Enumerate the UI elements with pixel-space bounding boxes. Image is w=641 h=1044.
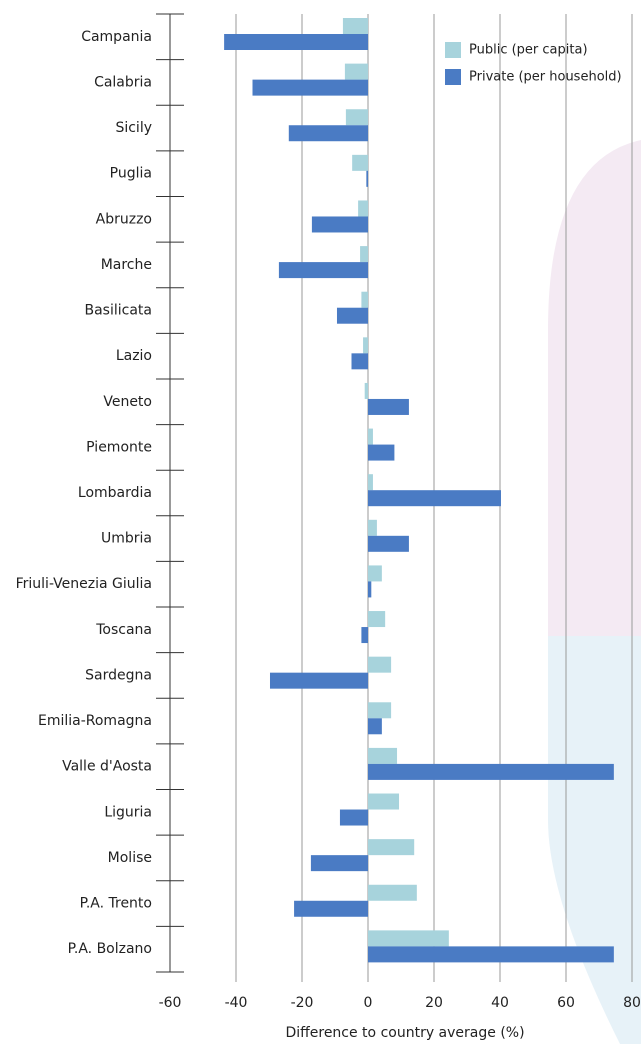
background-shape xyxy=(548,140,641,636)
bar xyxy=(351,353,368,370)
plot: -60 -40 -20 0 20 40 60 80 Campania Calabria Sicily… xyxy=(16,13,641,1011)
y-tick-label: Sicily xyxy=(115,120,152,136)
y-tick-label: Marche xyxy=(101,257,152,273)
bar xyxy=(252,79,368,96)
bar xyxy=(361,291,368,308)
y-tick-label: Sardegna xyxy=(85,667,152,683)
bar xyxy=(288,125,368,142)
bar xyxy=(311,216,368,233)
bar xyxy=(294,900,368,917)
x-tick-label: -40 xyxy=(225,995,248,1011)
bar xyxy=(278,262,368,279)
y-tick-label: Liguria xyxy=(104,804,152,820)
y-tick-label: Campania xyxy=(81,29,152,45)
bar xyxy=(269,672,368,689)
y-tick-label: P.A. Bolzano xyxy=(68,941,152,957)
bar xyxy=(368,490,501,507)
x-tick-label: 40 xyxy=(491,995,509,1011)
y-tick-label: Umbria xyxy=(101,531,152,547)
y-tick-label: Lazio xyxy=(116,348,152,364)
x-axis-label: Difference to country average (%) xyxy=(285,1025,524,1041)
bar xyxy=(368,930,449,947)
legend-label: Public (per capita) xyxy=(469,43,588,58)
y-tick-label: Valle d'Aosta xyxy=(62,759,152,775)
legend-label: Private (per household) xyxy=(469,70,622,85)
bar xyxy=(224,34,368,50)
y-tick-label: Basilicata xyxy=(85,303,153,319)
bar xyxy=(344,63,368,80)
bar xyxy=(368,565,382,582)
background-shape xyxy=(548,636,641,1044)
x-tick-label: 80 xyxy=(623,995,641,1011)
bar xyxy=(360,246,368,263)
y-tick-label: Puglia xyxy=(110,166,152,182)
bar xyxy=(368,398,409,415)
y-tick-label: Calabria xyxy=(94,74,152,90)
x-tick-label: -60 xyxy=(159,995,182,1011)
bar xyxy=(310,855,368,872)
y-tick-label: Veneto xyxy=(103,394,152,410)
bar xyxy=(368,444,395,461)
y-tick-label: Emilia-Romagna xyxy=(38,713,152,729)
bar xyxy=(368,611,386,628)
x-tick-label: 20 xyxy=(425,995,443,1011)
y-tick-label: P.A. Trento xyxy=(80,896,152,912)
bar xyxy=(368,656,392,673)
y-tick-label: Toscana xyxy=(95,622,152,638)
bar xyxy=(368,581,372,598)
bar xyxy=(368,702,392,719)
y-tick-label: Abruzzo xyxy=(96,211,152,227)
legend-swatch xyxy=(445,42,461,58)
x-tick-label: 60 xyxy=(557,995,575,1011)
bar xyxy=(342,18,368,34)
y-tick-label: Molise xyxy=(108,850,152,866)
bar xyxy=(368,763,614,780)
x-tick-label: 0 xyxy=(364,995,373,1011)
bar xyxy=(368,428,373,445)
bar xyxy=(339,809,368,826)
bar xyxy=(368,884,417,901)
bar xyxy=(368,519,377,536)
bar xyxy=(358,200,368,217)
bar xyxy=(368,718,382,735)
bar xyxy=(368,839,415,856)
bar xyxy=(368,946,614,963)
bar xyxy=(363,337,368,354)
bar xyxy=(345,109,368,126)
bar xyxy=(368,793,400,810)
bar xyxy=(368,535,409,552)
x-tick-label: -20 xyxy=(291,995,314,1011)
legend-swatch xyxy=(445,69,461,85)
bar xyxy=(336,307,368,324)
bar xyxy=(352,154,368,171)
bar xyxy=(364,382,368,399)
y-tick-label: Piemonte xyxy=(86,439,152,455)
y-tick-label: Friuli-Venezia Giulia xyxy=(16,576,152,592)
bar xyxy=(366,170,368,187)
bar xyxy=(361,627,368,644)
bar xyxy=(368,747,398,764)
y-tick-label: Lombardia xyxy=(78,485,152,501)
bar xyxy=(368,474,373,491)
